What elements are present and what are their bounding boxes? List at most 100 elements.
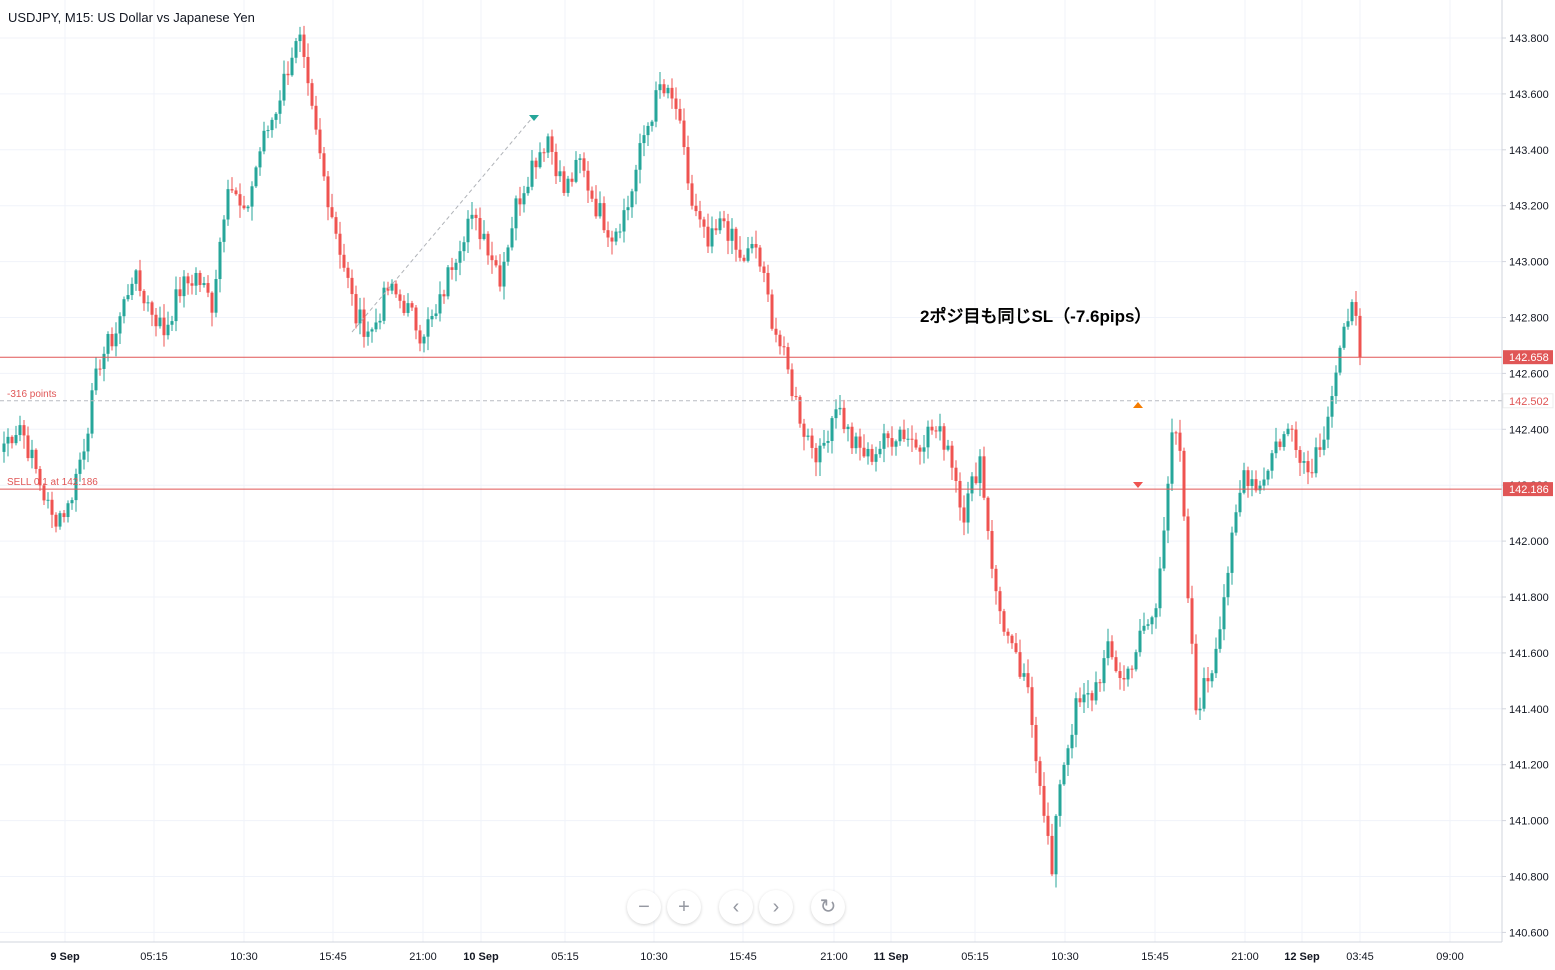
candle <box>418 330 422 344</box>
y-tick-label: 141.800 <box>1509 592 1549 604</box>
candle <box>522 193 526 205</box>
trade-connector <box>351 117 533 333</box>
candle <box>518 198 522 205</box>
scroll-left-button[interactable]: ‹ <box>719 890 753 924</box>
candle <box>598 203 602 217</box>
candle <box>890 438 894 447</box>
candle <box>334 217 338 234</box>
candle <box>1346 321 1350 327</box>
candle <box>650 121 654 126</box>
candle <box>786 347 790 370</box>
candle <box>710 228 714 247</box>
candle <box>730 228 734 241</box>
candle <box>1298 450 1302 463</box>
candle <box>1178 432 1182 451</box>
candle <box>694 205 698 212</box>
candle <box>362 309 366 337</box>
candle <box>1194 643 1198 711</box>
candle <box>174 289 178 322</box>
x-tick-label: 21:00 <box>409 951 437 963</box>
candle <box>1118 671 1122 678</box>
candle <box>838 407 842 410</box>
x-tick-label: 09:00 <box>1436 951 1464 963</box>
candle <box>926 426 930 448</box>
candle <box>1282 434 1286 447</box>
candle <box>290 57 294 76</box>
candle <box>790 369 794 397</box>
candle <box>1318 447 1322 450</box>
candle <box>90 390 94 434</box>
candle <box>550 136 554 152</box>
candle <box>826 440 830 443</box>
candle <box>850 426 854 449</box>
candle <box>934 430 938 432</box>
candle <box>1270 453 1274 471</box>
candle <box>70 500 74 504</box>
y-tick-label: 143.600 <box>1509 89 1549 101</box>
candle <box>1326 416 1330 440</box>
candle <box>1066 748 1070 765</box>
candle <box>634 169 638 192</box>
candle <box>1350 302 1354 322</box>
scroll-right-button[interactable]: › <box>759 890 793 924</box>
candle <box>202 283 206 286</box>
chevron-left-icon: ‹ <box>732 896 740 918</box>
minus-icon: − <box>638 896 650 918</box>
candle <box>906 438 910 440</box>
candle <box>966 493 970 523</box>
y-tick-label: 143.000 <box>1509 257 1549 269</box>
candle <box>706 226 710 247</box>
candle <box>1038 761 1042 786</box>
candle <box>1290 428 1294 430</box>
zoom-out-button[interactable]: − <box>627 890 661 924</box>
candle <box>1022 673 1026 677</box>
candle <box>1026 673 1030 688</box>
candle <box>1198 708 1202 711</box>
candle <box>1314 447 1318 474</box>
x-tick-label: 21:00 <box>820 951 848 963</box>
reset-chart-button[interactable]: ↻ <box>811 890 845 924</box>
candle <box>1030 687 1034 725</box>
candle <box>170 321 174 325</box>
candle <box>326 176 330 208</box>
candle <box>882 433 886 449</box>
candle <box>854 436 858 449</box>
candle <box>1134 652 1138 670</box>
candle <box>254 167 258 187</box>
candle <box>366 331 370 337</box>
price-level-label: 142.186 <box>1509 484 1549 496</box>
candle <box>1110 641 1114 658</box>
candle <box>818 445 822 463</box>
candle <box>574 159 578 182</box>
candle <box>586 170 590 191</box>
candle <box>798 396 802 424</box>
candle <box>1146 624 1150 626</box>
zoom-in-button[interactable]: + <box>667 890 701 924</box>
candle <box>454 262 458 270</box>
candle <box>594 198 598 217</box>
candle <box>78 459 82 474</box>
candle <box>46 499 50 501</box>
y-tick-label: 142.400 <box>1509 424 1549 436</box>
candle <box>34 449 38 469</box>
candle <box>970 476 974 494</box>
candle <box>102 353 106 369</box>
candle <box>50 499 54 515</box>
candle <box>478 218 482 240</box>
candle <box>762 266 766 273</box>
candle <box>186 276 190 284</box>
candle <box>1190 598 1194 644</box>
candle <box>910 438 914 440</box>
candle <box>54 514 58 527</box>
candle <box>234 190 238 195</box>
candle <box>846 426 850 430</box>
candle <box>1034 724 1038 762</box>
candle <box>198 272 202 286</box>
candle <box>998 591 1002 612</box>
candle <box>746 248 750 261</box>
candle <box>958 480 962 508</box>
candle <box>14 435 18 444</box>
candle <box>702 219 706 227</box>
candle <box>226 189 230 220</box>
